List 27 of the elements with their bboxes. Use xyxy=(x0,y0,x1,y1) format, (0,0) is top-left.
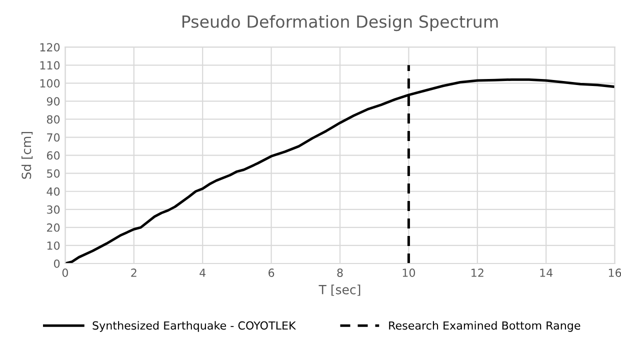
y-tick-label: 120 xyxy=(40,43,60,52)
y-tick-label: 60 xyxy=(46,151,60,160)
legend-label: Research Examined Bottom Range xyxy=(389,321,580,332)
y-tick-label: 30 xyxy=(47,205,60,214)
y-tick-label: 90 xyxy=(46,97,60,106)
y-tick-label: 100 xyxy=(40,79,60,88)
legend-label: Synthesized Earthquake - COYOTLEK xyxy=(92,321,296,332)
x-axis-title: T [sec] xyxy=(318,284,360,296)
y-tick-label: 20 xyxy=(47,223,60,232)
y-tick-label: 110 xyxy=(40,61,60,70)
x-tick-label: 6 xyxy=(268,268,274,277)
x-tick-label: 16 xyxy=(608,268,621,277)
y-tick-label: 40 xyxy=(46,187,60,196)
y-tick-label: 80 xyxy=(46,115,60,124)
x-tick-label: 14 xyxy=(540,268,553,277)
y-tick-label: 50 xyxy=(47,169,60,178)
y-axis-title: Sd [cm] xyxy=(21,132,33,179)
y-tick-label: 0 xyxy=(54,259,60,268)
x-tick-label: 0 xyxy=(62,268,68,277)
x-tick-label: 2 xyxy=(131,268,136,277)
x-tick-label: 10 xyxy=(402,268,416,277)
x-tick-label: 4 xyxy=(200,268,206,277)
chart-title: Pseudo Deformation Design Spectrum xyxy=(182,15,498,32)
y-tick-label: 10 xyxy=(47,241,60,250)
x-tick-label: 8 xyxy=(337,268,343,277)
y-tick-label: 70 xyxy=(47,133,60,142)
x-tick-label: 12 xyxy=(472,268,484,277)
